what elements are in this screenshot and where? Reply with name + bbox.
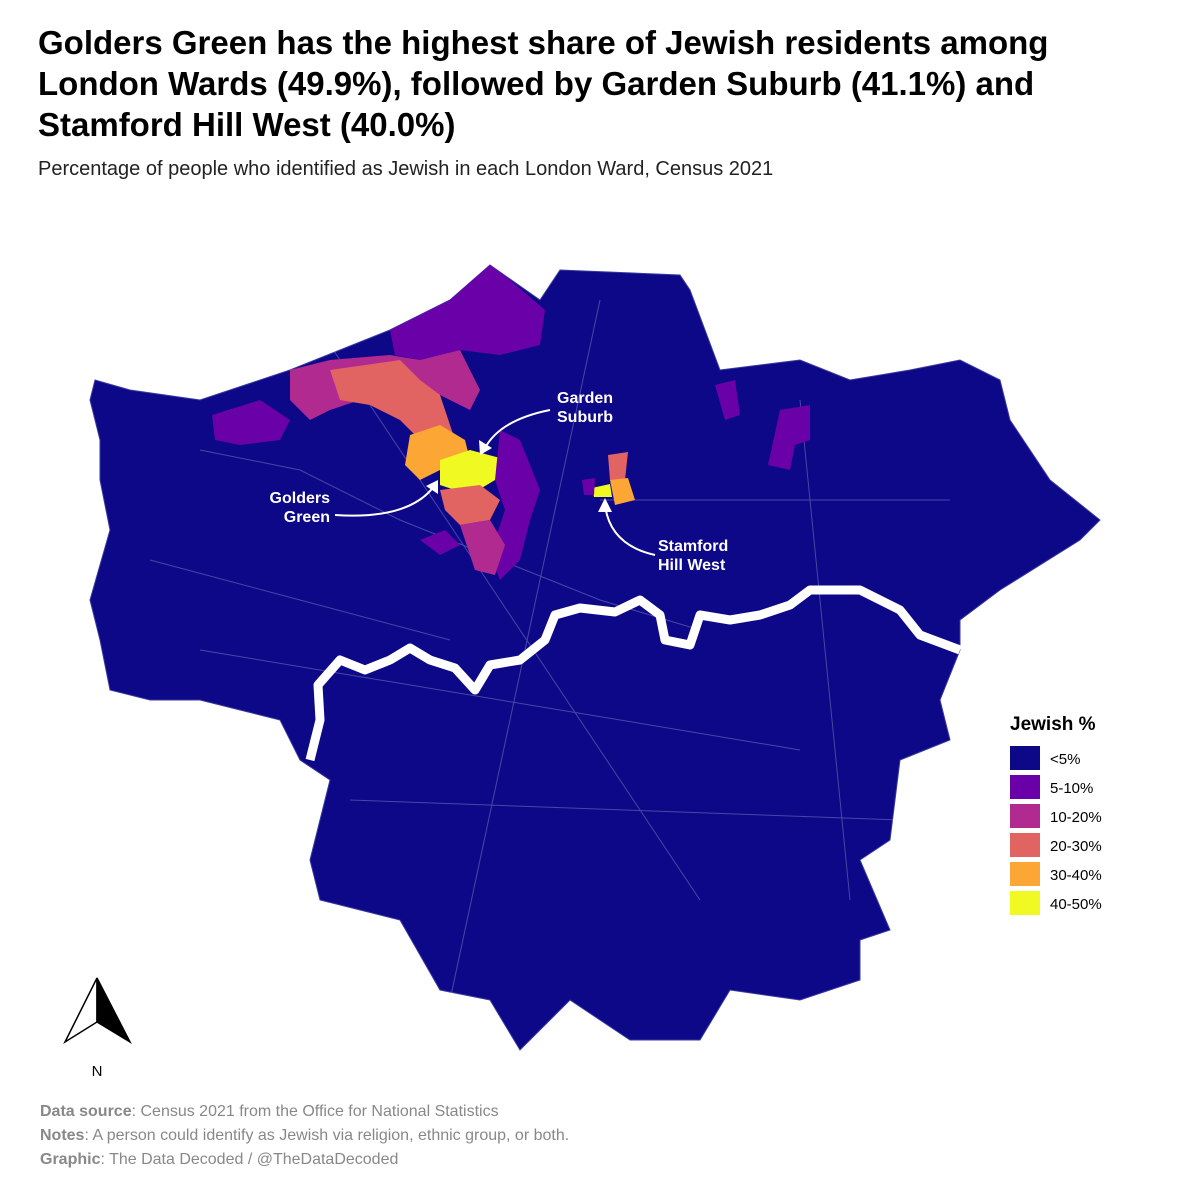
legend-swatch: [1010, 862, 1040, 886]
title-line: Stamford Hill West (40.0%): [38, 106, 456, 143]
ward: [582, 478, 595, 495]
legend-title: Jewish %: [1010, 714, 1096, 735]
annotation-label: Suburb: [557, 409, 613, 426]
ward: [330, 360, 455, 440]
subtitle: Percentage of people who identified as J…: [38, 158, 774, 180]
legend-swatch: [1010, 746, 1040, 770]
annotation-label: Green: [284, 509, 330, 526]
arrowhead: [426, 480, 438, 494]
arrow: [484, 409, 551, 449]
arrowhead: [598, 498, 612, 512]
river-thames: [305, 585, 962, 762]
north-label: N: [92, 1063, 103, 1080]
legend-swatch: [1010, 833, 1040, 857]
ward: [440, 450, 500, 495]
legend-swatch: [1010, 804, 1040, 828]
arrow: [334, 484, 436, 517]
annotations: Garden Suburb Golders Green Stamford Hill Wes…: [270, 390, 729, 574]
ward: [610, 478, 635, 505]
title-line: Golders Green has the highest share of J…: [38, 24, 1049, 61]
footer-line: Graphic: The Data Decoded / @TheDataDeco…: [40, 1148, 569, 1172]
legend-swatch: [1010, 775, 1040, 799]
ward: [420, 530, 460, 555]
footer-label: Graphic: [40, 1151, 101, 1168]
title: Golders Green has the highest share of J…: [38, 22, 1048, 145]
footer: Data source: Census 2021 from the Office…: [40, 1100, 569, 1172]
annotation-label: Garden: [557, 390, 613, 407]
legend-label: 5-10%: [1050, 780, 1093, 797]
north-arrow: N: [63, 977, 132, 1080]
arrowhead: [479, 440, 492, 455]
arrow: [604, 504, 656, 556]
arrow-right: [96, 977, 132, 1045]
annotation-label: Golders: [270, 490, 331, 507]
legend-label: 40-50%: [1050, 896, 1102, 913]
ward: [460, 520, 505, 575]
footer-line: Notes: A person could identify as Jewish…: [40, 1124, 569, 1148]
legend-label: 10-20%: [1050, 809, 1102, 826]
footer-text: : Census 2021 from the Office for Nation…: [131, 1103, 499, 1120]
ward: [608, 452, 628, 480]
title-line: London Wards (49.9%), followed by Garden…: [38, 65, 1035, 102]
footer-line: Data source: Census 2021 from the Office…: [40, 1100, 569, 1124]
annotation-label: Hill West: [658, 557, 726, 574]
legend-swatch: [1010, 891, 1040, 915]
ward: [212, 400, 290, 445]
ward: [405, 425, 470, 480]
legend-label: 20-30%: [1050, 838, 1102, 855]
ward-patches: [212, 265, 810, 580]
footer-label: Data source: [40, 1103, 132, 1120]
annotation-arrows: [334, 409, 656, 556]
footer-text: : The Data Decoded / @TheDataDecoded: [100, 1151, 399, 1168]
arrow-left: [63, 977, 98, 1045]
legend-label: 30-40%: [1050, 867, 1102, 884]
map: Garden Suburb Golders Green Stamford Hill Wes…: [63, 264, 1102, 1080]
legend: Jewish % <5% 5-10% 10-20% 20-30% 30-40% 40-50…: [1010, 714, 1102, 915]
ward: [390, 265, 545, 360]
legend-label: <5%: [1050, 751, 1080, 768]
footer-text: : A person could identify as Jewish via …: [84, 1127, 570, 1144]
ward: [440, 485, 500, 525]
arrowheads: [426, 440, 612, 512]
london-outline: [89, 264, 1101, 1051]
annotation-label: Stamford: [658, 538, 728, 555]
footer-label: Notes: [40, 1127, 85, 1144]
ward: [768, 405, 810, 470]
ward: [592, 484, 612, 497]
ward: [715, 380, 740, 420]
